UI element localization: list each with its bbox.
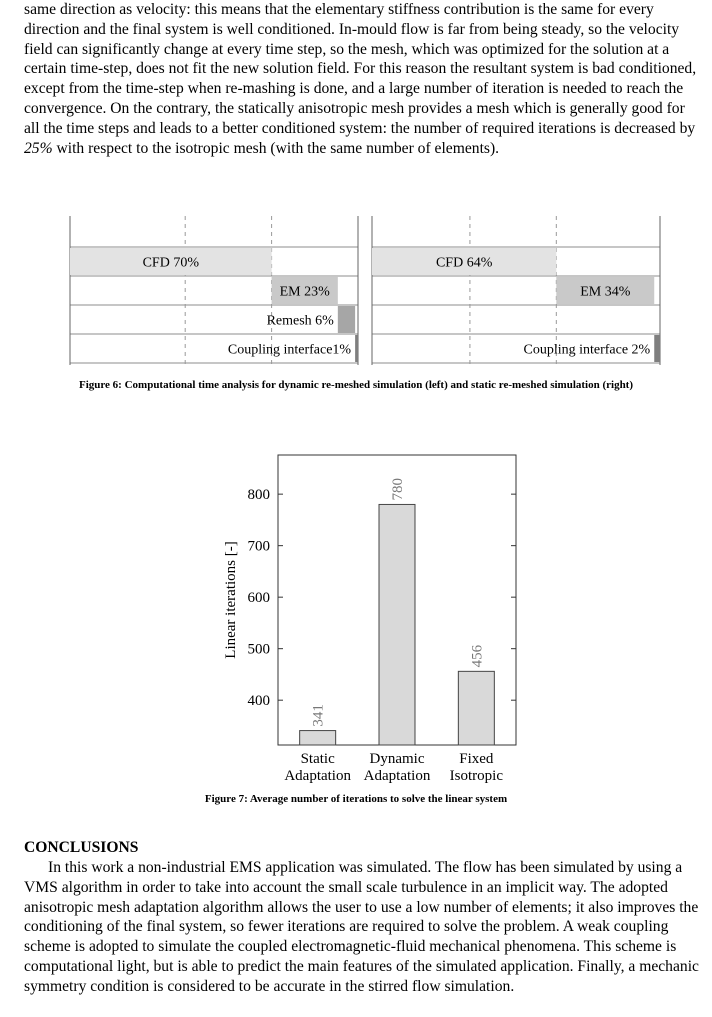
caption: Figure 7: Average number of iterations t… bbox=[204, 793, 508, 805]
text: with respect to the isotropic mesh (with… bbox=[52, 139, 500, 157]
bar bbox=[457, 670, 495, 746]
segment-label: CFD 70% bbox=[143, 256, 200, 271]
value-label: 341 bbox=[311, 704, 327, 727]
segment-label: EM 34% bbox=[580, 285, 631, 300]
segment bbox=[654, 335, 660, 362]
bar bbox=[378, 503, 416, 746]
heading: CONCLUSIONS bbox=[24, 839, 139, 856]
y-tick-label: 800 bbox=[248, 487, 271, 503]
segment-label: Coupling interface1% bbox=[228, 343, 352, 358]
segment bbox=[556, 277, 655, 304]
segment-label: CFD 64% bbox=[436, 256, 493, 271]
segment bbox=[355, 335, 358, 362]
y-tick-label: 500 bbox=[248, 642, 271, 658]
x-tick-label: Static Adaptation bbox=[284, 751, 351, 784]
paragraph: In this work a non-industrial EMS applic… bbox=[24, 859, 699, 995]
segment-label: Coupling interface 2% bbox=[523, 343, 650, 358]
y-tick-label: 600 bbox=[248, 590, 271, 606]
segment bbox=[337, 306, 356, 333]
y-tick-label: 700 bbox=[248, 539, 271, 555]
segment-label: Remesh 6% bbox=[267, 314, 335, 329]
text: same direction as velocity: this means t… bbox=[24, 1, 697, 137]
paragraph: same direction as velocity: this means t… bbox=[24, 0, 704, 158]
segment bbox=[271, 277, 338, 304]
value-label: 780 bbox=[390, 478, 406, 501]
segment-label: EM 23% bbox=[280, 285, 331, 300]
y-axis-label: Linear iterations [-] bbox=[223, 541, 239, 658]
caption: Figure 6: Computational time analysis fo… bbox=[78, 379, 634, 391]
value-label: 456 bbox=[469, 644, 485, 667]
y-tick-label: 400 bbox=[248, 693, 271, 709]
x-tick-label: Fixed Isotropic bbox=[450, 751, 504, 784]
segment bbox=[372, 248, 557, 275]
figure-6: CFD 70% EM 23% Remesh 6% Coupling interface… bbox=[69, 216, 661, 365]
emphasis: 25% bbox=[24, 139, 53, 157]
bar bbox=[299, 730, 337, 746]
figure-7: 400 500 600 700 800 Linear iterations [-] 341 S… bbox=[223, 454, 517, 784]
segment bbox=[70, 248, 272, 275]
x-tick-label: Dynamic Adaptation bbox=[364, 751, 431, 784]
